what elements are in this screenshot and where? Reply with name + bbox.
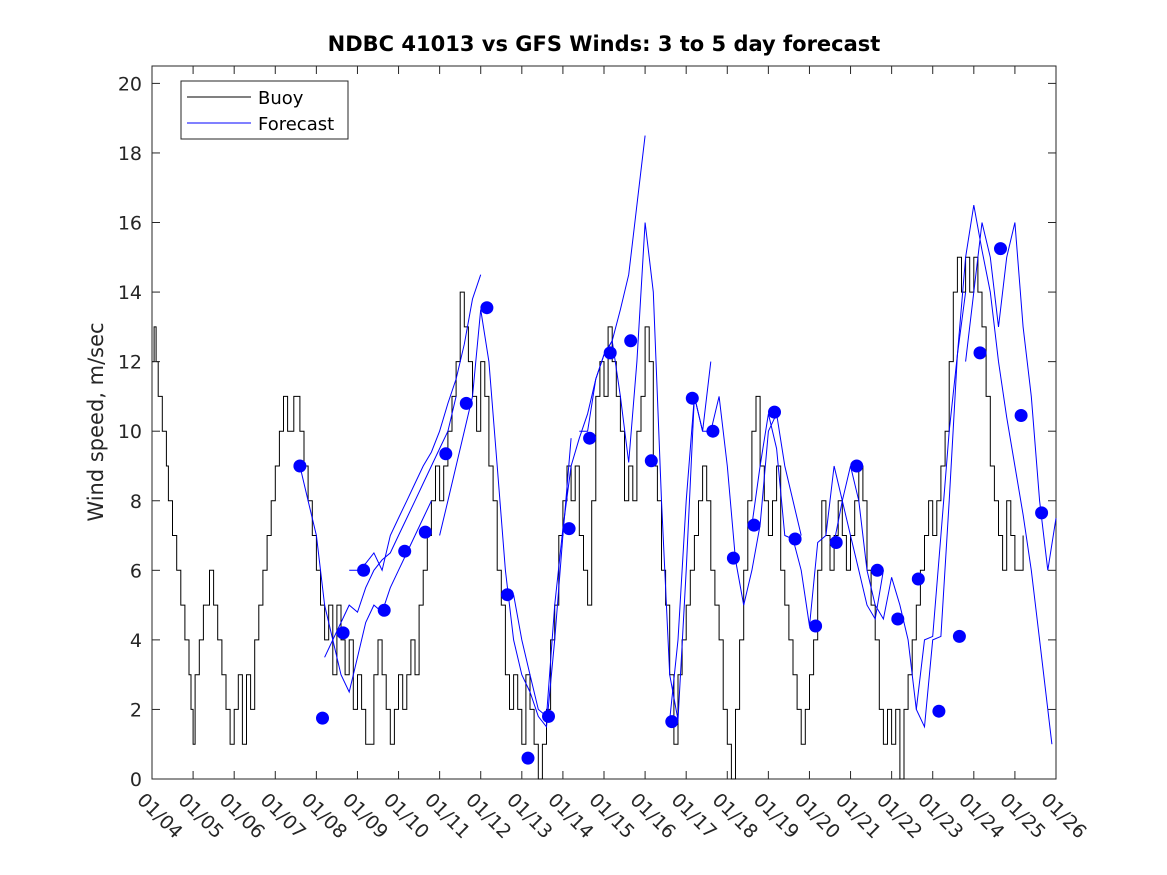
forecast-marker-9 bbox=[480, 301, 494, 315]
forecast-marker-13 bbox=[562, 522, 576, 536]
forecast-line-8 bbox=[833, 292, 967, 729]
forecast-marker-33 bbox=[973, 346, 987, 360]
forecast-marker-22 bbox=[747, 518, 761, 532]
legend-box bbox=[180, 80, 349, 140]
x-tick-label-20: 01/24 bbox=[954, 789, 1008, 843]
forecast-marker-25 bbox=[809, 619, 823, 633]
forecast-marker-16 bbox=[624, 334, 638, 348]
forecast-line-9 bbox=[915, 205, 1053, 745]
y-tick-label-8: 16 bbox=[118, 213, 142, 235]
forecast-marker-8 bbox=[459, 396, 473, 410]
forecast-line-3 bbox=[439, 309, 572, 729]
x-tick-label-14: 01/18 bbox=[708, 789, 762, 843]
y-tick-label-2: 4 bbox=[130, 630, 142, 652]
forecast-marker-23 bbox=[768, 405, 781, 419]
forecast-marker-11 bbox=[521, 751, 535, 765]
forecast-marker-5 bbox=[398, 544, 412, 558]
legend: Buoy Forecast bbox=[180, 80, 349, 140]
forecast-series bbox=[299, 135, 1057, 745]
legend-forecast-label: Forecast bbox=[258, 114, 334, 135]
x-tick-label-1: 01/05 bbox=[174, 789, 228, 843]
forecast-marker-15 bbox=[603, 346, 617, 360]
x-tick-label-19: 01/23 bbox=[913, 789, 967, 843]
x-tick-label-6: 01/10 bbox=[379, 789, 433, 843]
forecast-marker-18 bbox=[665, 715, 679, 729]
forecast-marker-30 bbox=[911, 572, 925, 586]
x-tick-label-10: 01/14 bbox=[543, 789, 597, 843]
forecast-marker-26 bbox=[829, 536, 843, 549]
forecast-marker-34 bbox=[994, 242, 1007, 256]
x-tick-label-5: 01/09 bbox=[338, 789, 392, 843]
forecast-marker-17 bbox=[644, 454, 658, 468]
x-tick-label-21: 01/25 bbox=[995, 789, 1049, 843]
forecast-marker-1 bbox=[316, 711, 329, 725]
forecast-marker-2 bbox=[336, 626, 350, 640]
forecast-marker-14 bbox=[583, 431, 597, 445]
forecast-marker-10 bbox=[500, 588, 514, 602]
y-tick-label-0: 0 bbox=[130, 769, 142, 791]
forecast-marker-24 bbox=[788, 532, 802, 546]
forecast-marker-20 bbox=[706, 424, 720, 438]
forecast-markers bbox=[293, 242, 1049, 765]
forecast-line-7 bbox=[751, 413, 884, 627]
forecast-marker-28 bbox=[870, 563, 884, 577]
plot-area bbox=[151, 65, 1057, 780]
y-tick-label-10: 20 bbox=[118, 73, 142, 95]
x-tick-label-8: 01/12 bbox=[461, 789, 515, 843]
forecast-marker-36 bbox=[1035, 506, 1049, 520]
forecast-marker-31 bbox=[932, 704, 946, 718]
forecast-marker-29 bbox=[891, 612, 905, 626]
x-tick-label-22: 01/26 bbox=[1036, 789, 1090, 843]
x-tick-label-4: 01/08 bbox=[297, 789, 351, 843]
x-tick-label-18: 01/22 bbox=[872, 789, 926, 843]
x-tick-label-12: 01/16 bbox=[626, 789, 680, 843]
x-tick-label-2: 01/06 bbox=[215, 789, 269, 843]
chart-title: NDBC 41013 vs GFS Winds: 3 to 5 day fore… bbox=[328, 32, 881, 56]
forecast-marker-35 bbox=[1014, 409, 1028, 422]
legend-buoy-label: Buoy bbox=[258, 88, 304, 109]
x-tick-label-0: 01/04 bbox=[132, 789, 186, 843]
forecast-line-4 bbox=[513, 135, 646, 718]
x-tick-label-3: 01/07 bbox=[256, 789, 310, 843]
y-tick-label-4: 8 bbox=[130, 491, 142, 513]
x-tick-label-7: 01/11 bbox=[420, 789, 474, 843]
x-tick-label-9: 01/13 bbox=[502, 789, 556, 843]
x-tick-label-13: 01/17 bbox=[667, 789, 721, 843]
forecast-marker-0 bbox=[293, 459, 307, 473]
forecast-marker-6 bbox=[418, 525, 432, 539]
forecast-marker-21 bbox=[726, 551, 740, 565]
x-tick-label-16: 01/20 bbox=[790, 789, 844, 843]
forecast-marker-3 bbox=[357, 563, 371, 577]
y-tick-label-5: 10 bbox=[118, 421, 142, 443]
y-tick-label-1: 2 bbox=[130, 699, 142, 721]
y-axis-label: Wind speed, m/sec bbox=[84, 322, 108, 521]
forecast-line-5 bbox=[579, 222, 712, 720]
x-tick-label-11: 01/15 bbox=[584, 789, 638, 843]
y-tick-label-7: 14 bbox=[118, 282, 142, 304]
forecast-marker-4 bbox=[377, 603, 391, 617]
forecast-marker-7 bbox=[439, 447, 453, 461]
forecast-marker-27 bbox=[850, 459, 864, 473]
forecast-marker-12 bbox=[542, 709, 555, 723]
x-tick-label-17: 01/21 bbox=[831, 789, 885, 843]
y-tick-label-3: 6 bbox=[130, 560, 142, 582]
forecast-line-2 bbox=[349, 274, 482, 572]
forecast-marker-19 bbox=[685, 391, 699, 405]
y-tick-label-6: 12 bbox=[118, 352, 142, 374]
forecast-line-1 bbox=[324, 396, 457, 658]
y-tick-label-9: 18 bbox=[118, 143, 142, 165]
x-tick-label-15: 01/19 bbox=[749, 789, 803, 843]
forecast-marker-32 bbox=[952, 629, 966, 643]
